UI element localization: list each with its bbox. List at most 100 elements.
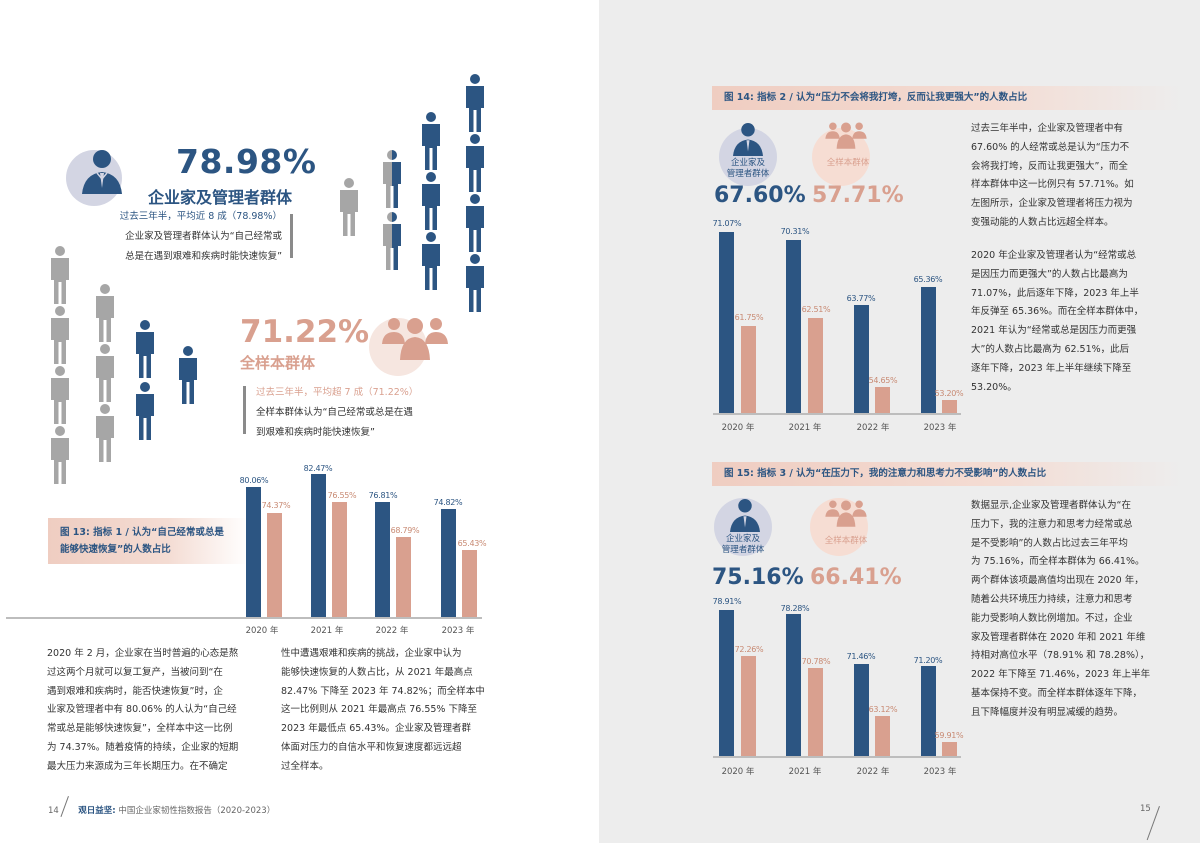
managers-desc-divider bbox=[290, 214, 293, 258]
managers-desc-line1: 过去三年半，平均近 8 成（78.98%） bbox=[119, 211, 282, 222]
text-line: 年反弹至 65.36%。而在全样本群体中， bbox=[971, 306, 1144, 318]
bar-managers-2021 bbox=[786, 614, 801, 756]
bar-all-2023 bbox=[942, 400, 957, 413]
person-icon bbox=[176, 346, 200, 404]
person-icon bbox=[380, 212, 404, 270]
text-line: 53.20%。 bbox=[971, 381, 1017, 393]
figure15-text: 数据显示,企业家及管理者群体认为“在 压力下，我的注意力和思考力经常或总 是不受… bbox=[971, 497, 1157, 723]
value-label: 76.55% bbox=[327, 491, 357, 500]
all-value: 66.41% bbox=[810, 565, 902, 590]
value-label: 54.65% bbox=[868, 376, 898, 385]
x-axis-label: 2022 年 bbox=[856, 423, 890, 433]
value-label: 70.31% bbox=[780, 227, 810, 236]
text-line: 为 74.37%。随着疫情的持续，企业家的短期 bbox=[47, 741, 239, 753]
all-desc-line1: 过去三年半，平均超 7 成（71.22%） bbox=[256, 387, 419, 398]
text-line: 71.07%，此后逐年下降，2023 年上半 bbox=[971, 287, 1139, 299]
person-icon bbox=[48, 426, 72, 484]
all-stat-value: 71.22% bbox=[240, 314, 370, 350]
person-icon bbox=[93, 284, 117, 342]
text-line: 会将我打垮，反而让我更强大”，而全 bbox=[971, 160, 1128, 172]
text-line: 性中遭遇艰难和疾病的挑战，企业家中认为 bbox=[281, 648, 462, 659]
managers-value: 67.60% bbox=[714, 183, 806, 208]
person-icon bbox=[419, 172, 443, 230]
value-label: 72.26% bbox=[734, 645, 764, 654]
businessman-icon bbox=[726, 496, 764, 532]
bar-managers-2022 bbox=[854, 305, 869, 413]
chart-baseline bbox=[713, 756, 961, 758]
bar-managers-2020 bbox=[719, 610, 734, 756]
text-line: 2023 年最低点 65.43%。企业家及管理者群 bbox=[281, 723, 471, 735]
figure15-title: 图 15: 指标 3 / 认为“在压力下，我的注意力和思考力不受影响”的人数占比 bbox=[712, 462, 1182, 486]
value-label: 71.20% bbox=[913, 656, 943, 665]
body-text-col1: 2020 年 2 月，企业家在当时普遍的心态是熬 过这两个月就可以复工复产，当被… bbox=[47, 645, 261, 777]
x-axis-label: 2020 年 bbox=[245, 626, 279, 636]
text-line: 过这两个月就可以复工复产，当被问到“在 bbox=[47, 666, 223, 678]
text-line: 82.47% 下降至 2023 年 74.82%；而全样本中 bbox=[281, 685, 485, 697]
x-axis-label: 2021 年 bbox=[788, 423, 822, 433]
bar-managers-2022 bbox=[854, 664, 869, 756]
figure14-text-para1: 过去三年半中，企业家及管理者中有 67.60% 的人经常或总是认为“压力不 会将… bbox=[971, 120, 1157, 233]
figure13-chart bbox=[6, 460, 482, 619]
text-line: 基本保持不变。而全样本群体逐年下降， bbox=[971, 687, 1143, 699]
bar-managers-2023 bbox=[441, 509, 456, 617]
bar-managers-2023 bbox=[921, 666, 936, 756]
all-label: 全样本群体 bbox=[824, 536, 868, 546]
label-line: 管理者群体 bbox=[726, 169, 770, 179]
bar-managers-2020 bbox=[719, 232, 734, 413]
text-line: 数据显示,企业家及管理者群体认为“在 bbox=[971, 500, 1131, 511]
bar-managers-2022 bbox=[375, 502, 390, 617]
businessman-icon bbox=[729, 120, 767, 156]
label-line: 企业家及 bbox=[725, 534, 760, 544]
bar-all-2020 bbox=[267, 513, 282, 617]
page-number: 15 bbox=[1140, 804, 1151, 814]
bar-all-2022 bbox=[875, 387, 890, 413]
managers-label: 企业家及 管理者群体 bbox=[719, 158, 777, 180]
all-stat-desc: 过去三年半，平均超 7 成（71.22%） 全样本群体认为“自己经常或总是在遇 … bbox=[256, 383, 476, 443]
text-line: 这一比例则从 2021 年最高点 76.55% 下降至 bbox=[281, 704, 477, 716]
bar-managers-2021 bbox=[311, 474, 326, 617]
figure13-title: 图 13: 指标 1 / 认为“自己经常或总是 能够快速恢复”的人数占比 bbox=[48, 518, 248, 564]
text-line: 2020 年企业家及管理者认为“经常或总 bbox=[971, 250, 1137, 261]
value-label: 59.91% bbox=[934, 731, 964, 740]
figure15-chart bbox=[713, 610, 961, 758]
bar-all-2023 bbox=[942, 742, 957, 756]
value-label: 76.81% bbox=[368, 491, 398, 500]
x-axis-label: 2021 年 bbox=[310, 626, 344, 636]
managers-value: 75.16% bbox=[712, 565, 804, 590]
all-desc-line2: 全样本群体认为“自己经常或总是在遇 bbox=[256, 407, 413, 418]
all-value: 57.71% bbox=[812, 183, 904, 208]
person-icon bbox=[463, 194, 487, 252]
person-icon bbox=[380, 150, 404, 208]
x-axis-label: 2023 年 bbox=[923, 767, 957, 777]
value-label: 82.47% bbox=[303, 464, 333, 473]
text-line: 常或总是能够快速恢复”，全样本中这一比例 bbox=[47, 723, 233, 735]
page-number: 14 bbox=[48, 806, 59, 816]
value-label: 62.51% bbox=[801, 305, 831, 314]
value-label: 63.77% bbox=[846, 294, 876, 303]
text-line: 大”的人数占比最高为 62.51%，此后 bbox=[971, 343, 1130, 355]
value-label: 70.78% bbox=[801, 657, 831, 666]
figure14-chart bbox=[713, 232, 961, 415]
person-icon bbox=[463, 134, 487, 192]
person-icon bbox=[48, 246, 72, 304]
person-icon bbox=[337, 178, 361, 236]
text-line: 过全样本。 bbox=[281, 760, 329, 772]
footer-title: 中国企业家韧性指数报告（2020-2023） bbox=[118, 806, 276, 816]
person-icon bbox=[48, 306, 72, 364]
footer-brand: 观日益坚 bbox=[78, 806, 113, 816]
value-label: 74.82% bbox=[433, 498, 463, 507]
person-icon bbox=[93, 404, 117, 462]
text-line: 两个群体该项最高值均出现在 2020 年， bbox=[971, 575, 1144, 587]
text-line: 随着公共环境压力持续，注意力和思考 bbox=[971, 593, 1133, 605]
text-line: 业家及管理者中有 80.06% 的人认为“自己经 bbox=[47, 704, 237, 716]
value-label: 71.07% bbox=[712, 219, 742, 228]
bar-all-2020 bbox=[741, 656, 756, 756]
text-line: 家及管理者群体在 2020 年和 2021 年维 bbox=[971, 631, 1146, 643]
left-page: 78.98% 企业家及管理者群体 过去三年半，平均近 8 成（78.98%） 企… bbox=[0, 0, 599, 843]
text-line: 是不受影响”的人数占比过去三年平均 bbox=[971, 537, 1128, 549]
page-footer-left: 14 观日益坚: 中国企业家韧性指数报告（2020-2023） bbox=[48, 806, 276, 816]
person-icon bbox=[419, 232, 443, 290]
text-line: 2022 年下降至 71.46%，2023 年上半年 bbox=[971, 669, 1151, 681]
value-label: 65.43% bbox=[457, 539, 487, 548]
bar-managers-2023 bbox=[921, 287, 936, 413]
